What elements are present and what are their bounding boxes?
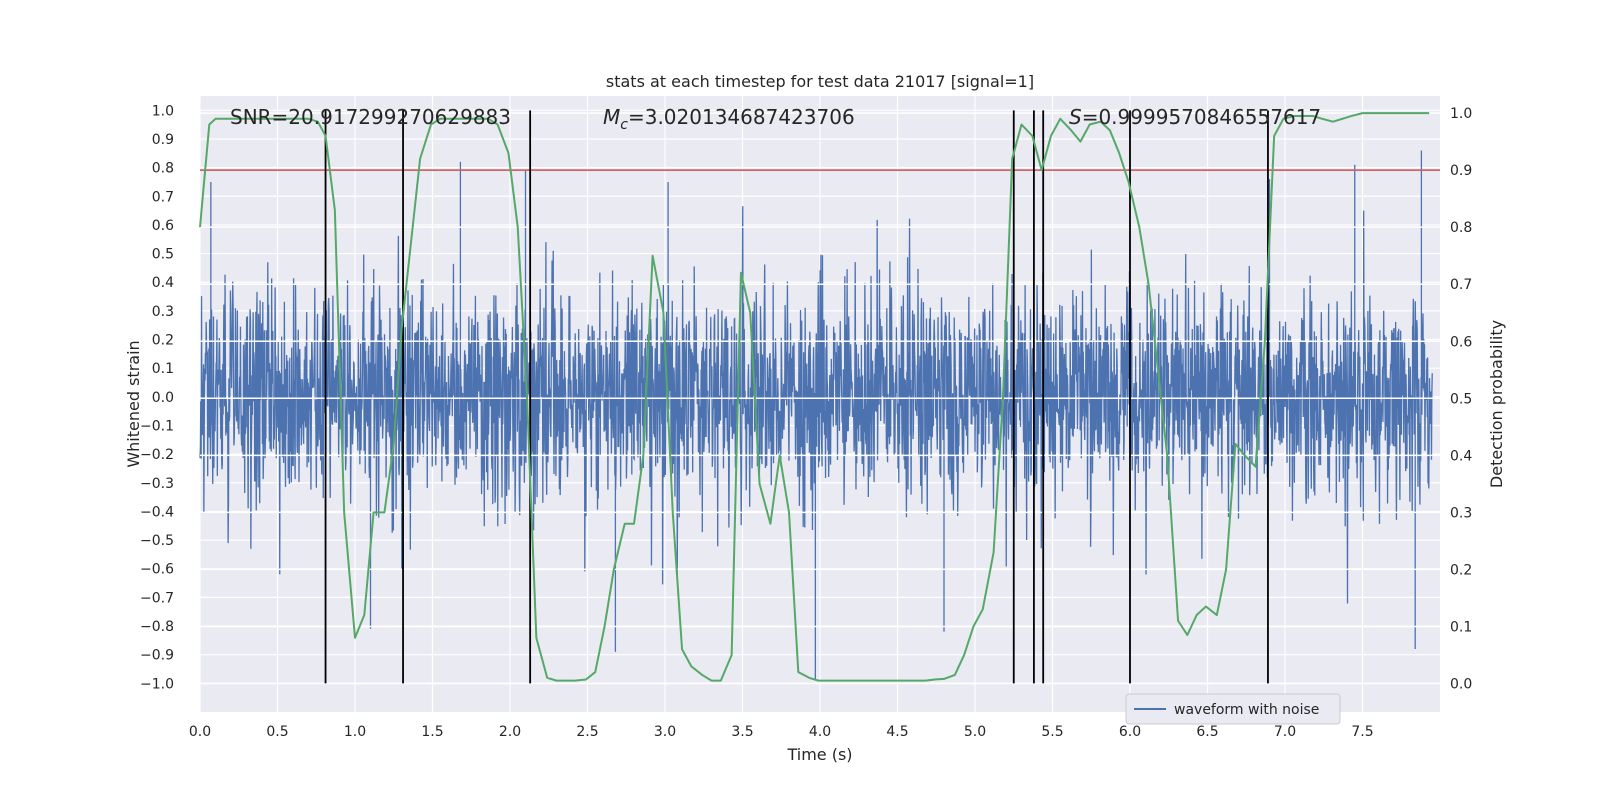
right-tick-label: 1.0 [1450,106,1472,122]
snr-annotation: SNR=20.917299270629883 [230,105,511,129]
left-tick-label: 1.0 [152,103,174,119]
chirp-mass-annotation: Mc=3.020134687423706 [603,105,855,133]
right-axis-ticks: 0.0 0.1 0.2 0.3 0.4 0.5 0.6 0.7 0.8 0.9 1.0 [1450,106,1472,692]
probability-series [199,112,1430,682]
right-tick-label: 0.2 [1450,562,1472,578]
x-tick-label: 4.5 [886,724,908,740]
x-tick-label: 2.0 [499,724,521,740]
x-tick-label: 0.0 [189,724,211,740]
right-tick-label: 0.9 [1450,163,1472,179]
right-tick-label: 0.1 [1450,619,1472,635]
left-tick-label: −0.9 [140,648,174,664]
x-tick-label: 5.5 [1041,724,1063,740]
left-tick-label: 0.1 [152,361,174,377]
chirp-mass-symbol: M [603,105,620,129]
left-tick-label: −0.1 [140,418,174,434]
left-tick-label: −0.7 [140,590,174,606]
legend: waveform with noise [1125,693,1341,725]
score-annotation: S=0.9999570846557617 [1069,105,1321,129]
x-axis-label: Time (s) [786,745,852,764]
chirp-mass-value: =3.020134687423706 [628,105,855,129]
left-tick-label: −0.3 [140,476,174,492]
left-axis-ticks: −1.0 −0.9 −0.8 −0.7 −0.6 −0.5 −0.4 −0.3 −0.2 −0.1… [140,103,174,692]
legend-box [1125,693,1341,725]
left-tick-label: −0.6 [140,562,174,578]
left-tick-label: −0.4 [140,504,174,520]
x-tick-label: 3.5 [731,724,753,740]
right-tick-label: 0.4 [1450,448,1472,464]
x-tick-label: 3.0 [654,724,676,740]
x-tick-label: 6.0 [1119,724,1141,740]
chirp-mass-subscript: c [620,117,628,133]
score-symbol: S [1069,105,1082,129]
left-tick-label: −0.8 [140,619,174,635]
x-tick-label: 1.0 [344,724,366,740]
x-tick-label: 2.5 [576,724,598,740]
right-tick-label: 0.7 [1450,277,1472,293]
left-tick-label: 0.3 [152,304,174,320]
right-tick-label: 0.8 [1450,220,1472,236]
left-tick-label: 0.2 [152,333,174,349]
x-tick-label: 1.5 [421,724,443,740]
right-tick-label: 0.0 [1450,676,1472,692]
x-tick-label: 4.0 [809,724,831,740]
right-tick-label: 0.5 [1450,391,1472,407]
right-tick-label: 0.3 [1450,505,1472,521]
left-y-axis-label: Whitened strain [124,340,143,467]
left-tick-label: 0.4 [152,275,174,291]
x-tick-label: 7.5 [1351,724,1373,740]
left-tick-label: −1.0 [140,676,174,692]
left-tick-label: 0.7 [152,189,174,205]
left-tick-label: 0.6 [152,218,174,234]
left-tick-label: 0.5 [152,247,174,263]
vertical-markers [324,110,1269,684]
left-tick-label: −0.5 [140,533,174,549]
left-tick-label: 0.9 [152,132,174,148]
left-tick-label: 0.0 [152,390,174,406]
right-y-axis-label: Detection probability [1487,320,1506,488]
x-axis-ticks: 0.0 0.5 1.0 1.5 2.0 2.5 3.0 3.5 4.0 4.5 5.0 5.5 6.0 6… [189,724,1374,740]
x-tick-label: 6.5 [1196,724,1218,740]
probability-line [199,112,1430,682]
x-tick-label: 7.0 [1274,724,1296,740]
x-tick-label: 0.5 [266,724,288,740]
score-value: =0.9999570846557617 [1082,105,1321,129]
left-tick-label: −0.2 [140,447,174,463]
legend-label-waveform: waveform with noise [1174,702,1319,718]
x-tick-label: 5.0 [964,724,986,740]
left-tick-label: 0.8 [152,161,174,177]
right-tick-label: 0.6 [1450,334,1472,350]
chart-title: stats at each timestep for test data 210… [606,72,1034,91]
